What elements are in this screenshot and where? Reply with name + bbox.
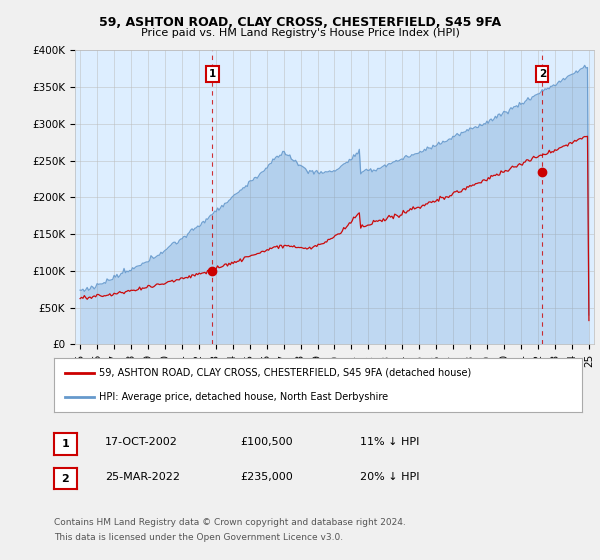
Text: 17-OCT-2002: 17-OCT-2002 xyxy=(105,437,178,447)
Text: £100,500: £100,500 xyxy=(240,437,293,447)
Text: HPI: Average price, detached house, North East Derbyshire: HPI: Average price, detached house, Nort… xyxy=(99,392,388,402)
Text: Contains HM Land Registry data © Crown copyright and database right 2024.: Contains HM Land Registry data © Crown c… xyxy=(54,518,406,527)
Text: 59, ASHTON ROAD, CLAY CROSS, CHESTERFIELD, S45 9FA: 59, ASHTON ROAD, CLAY CROSS, CHESTERFIEL… xyxy=(99,16,501,29)
Text: 1: 1 xyxy=(209,69,216,79)
Text: 2: 2 xyxy=(62,474,69,484)
Text: Price paid vs. HM Land Registry's House Price Index (HPI): Price paid vs. HM Land Registry's House … xyxy=(140,28,460,38)
Text: This data is licensed under the Open Government Licence v3.0.: This data is licensed under the Open Gov… xyxy=(54,533,343,542)
Text: 2: 2 xyxy=(539,69,546,79)
Text: 1: 1 xyxy=(62,439,69,449)
Text: 11% ↓ HPI: 11% ↓ HPI xyxy=(360,437,419,447)
Text: 20% ↓ HPI: 20% ↓ HPI xyxy=(360,472,419,482)
Text: 59, ASHTON ROAD, CLAY CROSS, CHESTERFIELD, S45 9FA (detached house): 59, ASHTON ROAD, CLAY CROSS, CHESTERFIEL… xyxy=(99,368,471,378)
Text: 25-MAR-2022: 25-MAR-2022 xyxy=(105,472,180,482)
Text: £235,000: £235,000 xyxy=(240,472,293,482)
